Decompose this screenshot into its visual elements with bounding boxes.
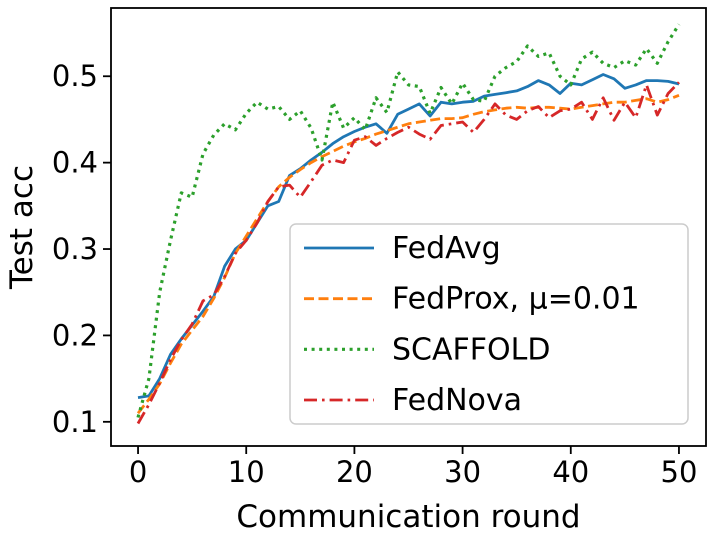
y-axis-tick-label: 0.2 — [52, 318, 98, 352]
legend-box — [289, 223, 689, 425]
y-axis-tick-label: 0.5 — [52, 59, 98, 93]
y-axis-title: Test acc — [4, 165, 40, 290]
y-axis-tick-label: 0.3 — [52, 232, 98, 266]
x-axis-title: Communication round — [236, 499, 580, 535]
series-line-fednova — [136, 81, 681, 425]
x-axis-tick-label: 10 — [228, 455, 265, 489]
x-axis-tick-label: 0 — [129, 455, 147, 489]
series-line-fedprox-0-01 — [136, 93, 680, 415]
x-axis-tick-label: 50 — [661, 455, 698, 489]
legend-label-scaffold: SCAFFOLD — [392, 332, 550, 367]
x-axis-tick-label: 30 — [444, 455, 481, 489]
legend: FedAvg FedProx, μ=0.01 SCAFFOLD FedNova — [289, 223, 689, 425]
y-axis-tick-label: 0.4 — [52, 146, 98, 180]
y-axis-tick-label: 0.1 — [52, 405, 98, 439]
series-line-scaffold — [136, 23, 681, 418]
plot-border — [110, 7, 707, 447]
x-axis-tick-label: 20 — [336, 455, 373, 489]
series-line-fedavg — [137, 73, 680, 399]
x-axis-tick-label: 40 — [552, 455, 589, 489]
legend-label-fedavg: FedAvg — [392, 231, 501, 266]
legend-label-fednova: FedNova — [392, 383, 522, 418]
legend-label-fedprox-0-01: FedProx, μ=0.01 — [392, 282, 640, 317]
